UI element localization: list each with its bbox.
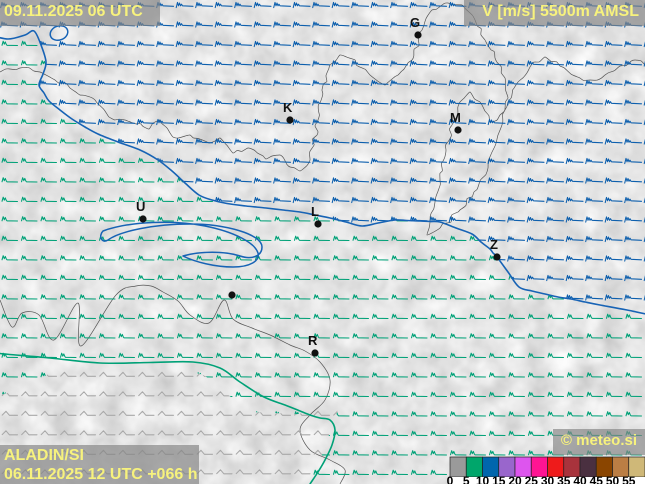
- svg-text:K: K: [283, 100, 293, 115]
- svg-text:R: R: [308, 333, 318, 348]
- svg-text:L: L: [311, 204, 319, 219]
- svg-text:U: U: [136, 199, 145, 214]
- svg-text:M: M: [450, 110, 461, 125]
- svg-text:Z: Z: [490, 237, 498, 252]
- svg-text:G: G: [410, 15, 420, 30]
